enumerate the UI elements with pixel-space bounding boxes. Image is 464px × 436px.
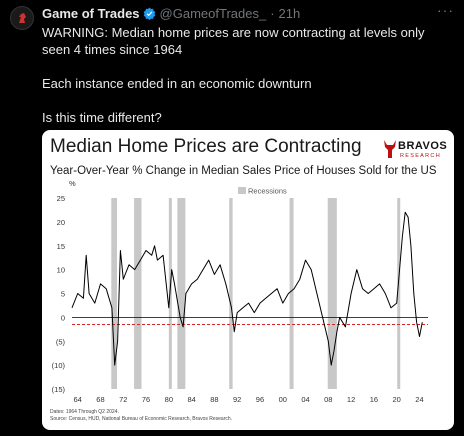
- recession-band: [111, 198, 117, 389]
- y-tick-label: (10): [52, 361, 66, 370]
- author-handle[interactable]: @GameofTrades_: [159, 5, 267, 21]
- recession-band: [177, 198, 186, 389]
- x-tick-label: 04: [301, 395, 309, 404]
- x-tick-label: 80: [165, 395, 173, 404]
- y-tick-label: (5): [56, 337, 66, 346]
- y-tick-label: (15): [52, 385, 66, 394]
- bravos-logo: BRAVOS RESEARCH: [380, 134, 447, 166]
- chart-image[interactable]: Median Home Prices are Contracting BRAVO…: [42, 130, 454, 430]
- x-tick-label: 00: [279, 395, 287, 404]
- x-tick-label: 08: [324, 395, 332, 404]
- bull-icon: [384, 140, 396, 158]
- footnote-dates: Dates: 1964 Through Q2 2024.: [50, 409, 119, 415]
- recession-band: [289, 198, 294, 389]
- verified-badge-icon: [143, 7, 155, 20]
- x-tick-label: 72: [119, 395, 127, 404]
- tweet-paragraph: WARNING: Median home prices are now cont…: [42, 25, 425, 57]
- x-tick-label: 16: [370, 395, 378, 404]
- y-tick-label: 0: [61, 313, 65, 322]
- x-tick-label: 20: [393, 395, 401, 404]
- chart-subtitle: Year-Over-Year % Change in Median Sales …: [50, 165, 437, 177]
- x-tick-label: 88: [210, 395, 218, 404]
- separator-dot: ·: [270, 5, 275, 21]
- knight-icon: [19, 13, 26, 23]
- x-tick-label: 24: [415, 395, 423, 404]
- chart-title: Median Home Prices are Contracting: [50, 136, 362, 157]
- recession-band: [397, 198, 401, 389]
- tweet-paragraph: Each instance ended in an economic downt…: [42, 76, 312, 91]
- x-tick-label: 64: [74, 395, 82, 404]
- footnote-source: Source: Census, HUD, National Bureau of …: [50, 416, 233, 422]
- y-tick-label: 15: [57, 242, 65, 251]
- tweet-header: Game of Trades @GameofTrades_ · 21h: [42, 4, 454, 22]
- tweet-text: WARNING: Median home prices are now cont…: [42, 24, 452, 143]
- tweet-paragraph: Is this time different?: [42, 110, 162, 125]
- author-name[interactable]: Game of Trades: [42, 5, 140, 21]
- y-tick-label: 25: [57, 194, 65, 203]
- more-options-icon[interactable]: ···: [437, 2, 454, 18]
- x-tick-label: 84: [187, 395, 195, 404]
- x-tick-label: 76: [142, 395, 150, 404]
- x-tick-label: 96: [256, 395, 264, 404]
- y-tick-label: 10: [57, 266, 65, 275]
- avatar[interactable]: [10, 6, 34, 30]
- line-chart: Recessions% 25 20 15 10 5 0 (5) (10) (15) 64 68 72 76…: [52, 179, 428, 404]
- x-tick-label: 68: [96, 395, 104, 404]
- y-tick-label: 5: [61, 290, 65, 299]
- timestamp[interactable]: 21h: [278, 5, 301, 21]
- y-axis-label: %: [69, 179, 76, 188]
- recession-band: [229, 198, 233, 389]
- recession-band: [134, 198, 142, 389]
- x-tick-label: 12: [347, 395, 355, 404]
- logo-subtitle: RESEARCH: [400, 153, 441, 159]
- recession-band: [327, 198, 337, 389]
- x-tick-label: 92: [233, 395, 241, 404]
- legend-swatch: [238, 187, 246, 194]
- y-tick-label: 20: [57, 218, 65, 227]
- legend-label: Recessions: [248, 187, 287, 196]
- logo-name: BRAVOS: [398, 140, 448, 152]
- series-line: [71, 211, 423, 366]
